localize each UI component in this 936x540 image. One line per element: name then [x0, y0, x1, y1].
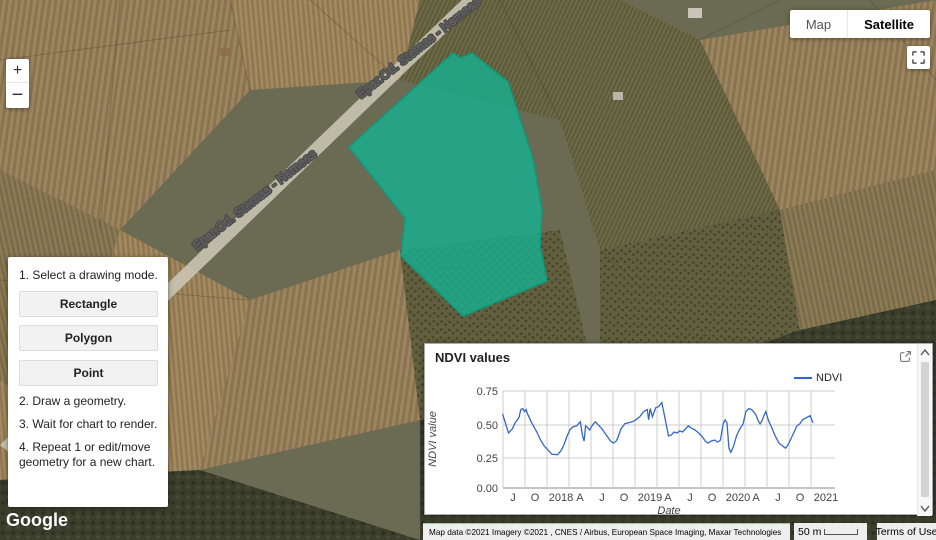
svg-text:2021: 2021 — [814, 492, 838, 504]
svg-text:J: J — [775, 492, 781, 504]
svg-text:Date: Date — [657, 505, 680, 516]
svg-text:O: O — [796, 492, 805, 504]
svg-text:0.75: 0.75 — [477, 386, 498, 398]
svg-text:J: J — [510, 492, 516, 504]
svg-text:O: O — [531, 492, 540, 504]
svg-text:A: A — [664, 492, 672, 504]
svg-text:2020: 2020 — [726, 492, 750, 504]
svg-text:0.00: 0.00 — [477, 483, 498, 495]
svg-text:0.50: 0.50 — [477, 420, 498, 432]
svg-text:2018: 2018 — [549, 492, 573, 504]
svg-text:J: J — [599, 492, 605, 504]
svg-text:0.25: 0.25 — [477, 453, 498, 465]
svg-text:NDVI value: NDVI value — [427, 411, 439, 467]
svg-text:O: O — [620, 492, 629, 504]
svg-text:O: O — [708, 492, 717, 504]
svg-text:A: A — [752, 492, 760, 504]
svg-text:A: A — [576, 492, 584, 504]
svg-text:J: J — [687, 492, 693, 504]
svg-text:2019: 2019 — [638, 492, 662, 504]
